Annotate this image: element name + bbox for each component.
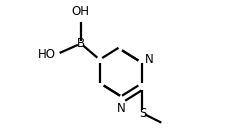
Text: HO: HO xyxy=(37,48,55,61)
Text: N: N xyxy=(144,53,153,66)
Text: S: S xyxy=(138,107,145,120)
Text: OH: OH xyxy=(71,5,90,18)
Text: B: B xyxy=(76,37,85,50)
Text: N: N xyxy=(116,103,125,116)
